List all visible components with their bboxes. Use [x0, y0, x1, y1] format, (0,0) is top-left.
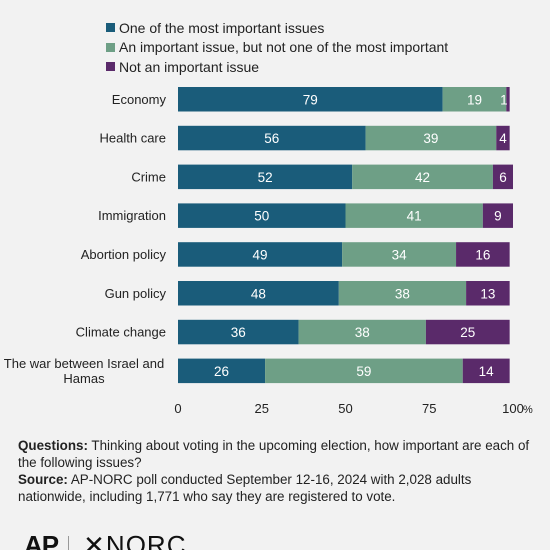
questions-label: Questions:	[18, 438, 88, 453]
data-label: 56	[264, 131, 279, 146]
bar-segment	[178, 358, 266, 384]
bar-segment	[456, 242, 510, 267]
bar-segment	[178, 87, 443, 112]
bar-segment	[442, 87, 507, 112]
data-label: 52	[258, 170, 273, 185]
questions-text: Thinking about voting in the upcoming el…	[18, 438, 530, 470]
bar-segment	[178, 203, 346, 228]
bar-segment	[265, 358, 463, 384]
legend-item-3: Not an important issue	[106, 57, 448, 77]
category-label: Abortion policy	[81, 247, 167, 262]
source-note: Source: AP-NORC poll conducted September…	[18, 471, 532, 505]
data-label: 50	[254, 209, 269, 224]
bar-segment	[365, 125, 497, 151]
norc-logo-text: NORC	[105, 532, 187, 550]
x-unit-label: %	[523, 404, 533, 416]
data-label: 26	[214, 364, 229, 379]
x-tick-label: 0	[174, 401, 181, 416]
data-label: 4	[499, 131, 507, 146]
category-label: Health care	[100, 131, 166, 146]
data-label: 13	[480, 286, 495, 301]
x-tick-label: 50	[338, 401, 352, 416]
bar-segment	[352, 164, 493, 190]
category-label: Gun policy	[105, 286, 167, 301]
legend-item-1: One of the most important issues	[106, 18, 448, 38]
bar-segment	[298, 319, 426, 345]
legend-swatch	[106, 42, 115, 52]
bar-segment	[496, 125, 510, 151]
bar-segment	[482, 203, 513, 228]
bar-segment	[338, 281, 467, 306]
norc-logo: ✕NORC	[83, 532, 186, 550]
bar-segment	[462, 358, 510, 384]
data-label: 39	[423, 131, 438, 146]
stacked-bar-chart: Economy 79 19 1 Health care 56 39 4 Crime 52 42 6 Im…	[4, 87, 533, 416]
logo-divider	[68, 536, 70, 550]
legend-swatch	[106, 62, 115, 72]
data-label: 59	[356, 364, 371, 379]
chart-notes: Questions: Thinking about voting in the …	[18, 437, 532, 505]
data-label: 38	[355, 325, 370, 340]
bar-segment	[342, 242, 457, 267]
category-label: Climate change	[76, 325, 166, 340]
data-label: 16	[475, 247, 490, 262]
bar-segment	[178, 164, 353, 190]
data-label: 41	[407, 209, 422, 224]
bar-segment	[492, 164, 513, 190]
data-label: 38	[395, 286, 410, 301]
data-label: 34	[392, 247, 408, 262]
bar-segment	[178, 125, 366, 151]
category-label: The war between Israel and Hamas	[4, 356, 164, 386]
x-tick-label: 75	[422, 401, 436, 416]
category-label: Crime	[131, 169, 166, 184]
data-label: 19	[467, 92, 482, 107]
source-text: AP-NORC poll conducted September 12-16, …	[18, 472, 472, 504]
data-label: 1	[500, 92, 508, 107]
data-label: 48	[251, 286, 266, 301]
legend-label: One of the most important issues	[119, 19, 325, 36]
legend-item-2: An important issue, but not one of the m…	[106, 38, 448, 58]
x-tick-label: 100	[502, 401, 524, 416]
bar-segment	[345, 203, 483, 228]
ap-logo: AP	[24, 532, 59, 550]
questions-note: Questions: Thinking about voting in the …	[18, 437, 532, 471]
bar-segment	[425, 319, 510, 345]
x-tick-label: 25	[255, 401, 269, 416]
data-label: 6	[499, 170, 507, 185]
legend-swatch	[106, 23, 115, 33]
bar-segment	[466, 281, 510, 306]
data-label: 14	[479, 364, 495, 379]
source-label: Source:	[18, 472, 68, 487]
data-label: 9	[494, 209, 502, 224]
bar-segment	[506, 87, 510, 112]
legend: One of the most important issues An impor…	[106, 18, 448, 77]
category-label: Immigration	[98, 208, 166, 223]
logo-bar: AP ✕NORC	[24, 532, 186, 550]
data-label: 79	[303, 92, 318, 107]
category-label: Economy	[112, 92, 167, 107]
legend-label: An important issue, but not one of the m…	[119, 39, 449, 56]
data-label: 49	[253, 247, 268, 262]
legend-label: Not an important issue	[119, 58, 260, 75]
data-label: 42	[415, 170, 430, 185]
bar-segment	[178, 319, 299, 345]
bar-segment	[178, 242, 343, 267]
data-label: 36	[231, 325, 246, 340]
data-label: 25	[460, 325, 475, 340]
bar-segment	[178, 281, 339, 306]
